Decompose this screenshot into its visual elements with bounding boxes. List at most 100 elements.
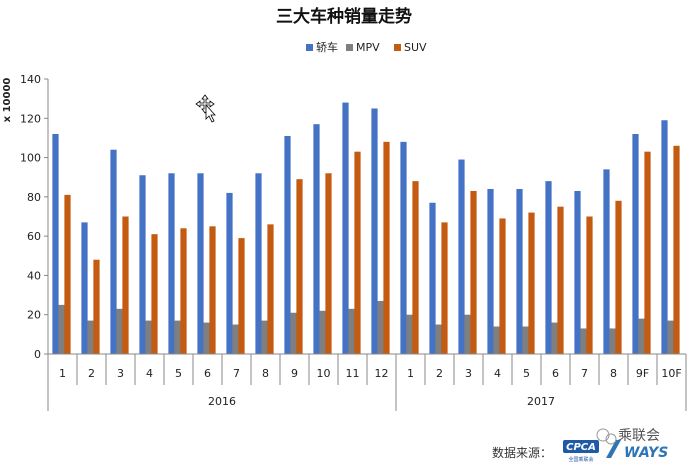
cpca-logo: CPCA 全国乘联会 bbox=[563, 440, 599, 463]
y-tick-label: 140 bbox=[20, 73, 41, 86]
bar bbox=[522, 326, 529, 354]
bar bbox=[551, 322, 558, 354]
bar bbox=[406, 314, 413, 354]
x-group-label: 2017 bbox=[527, 395, 555, 408]
bar bbox=[151, 234, 158, 354]
bar bbox=[168, 173, 175, 354]
chart-title: 三大车种销量走势 bbox=[276, 6, 412, 27]
bar bbox=[110, 149, 117, 354]
x-tick-label: 9F bbox=[636, 367, 649, 380]
bar bbox=[638, 318, 645, 354]
bar bbox=[232, 324, 239, 354]
bar bbox=[313, 124, 320, 354]
source-label: 数据来源： bbox=[492, 445, 552, 460]
x-tick-label: 4 bbox=[146, 367, 153, 380]
y-tick-label: 0 bbox=[34, 348, 41, 361]
bar bbox=[435, 324, 442, 354]
y-tick-label: 80 bbox=[27, 191, 41, 204]
bars bbox=[52, 102, 680, 354]
bar bbox=[499, 218, 506, 354]
legend-label: SUV bbox=[404, 41, 427, 54]
ways-logo-text: WAYS bbox=[624, 445, 668, 461]
x-tick-label: 6 bbox=[552, 367, 559, 380]
bar bbox=[52, 134, 59, 354]
cpca-logo-subtext: 全国乘联会 bbox=[568, 456, 593, 463]
bar bbox=[348, 308, 355, 354]
x-tick-label: 2 bbox=[88, 367, 95, 380]
bar bbox=[81, 222, 88, 354]
bar bbox=[574, 190, 581, 354]
bar bbox=[180, 228, 187, 354]
bar bbox=[122, 216, 129, 354]
x-tick-label: 2 bbox=[436, 367, 443, 380]
x-tick-label: 9 bbox=[291, 367, 298, 380]
move-cursor-icon bbox=[195, 94, 216, 123]
x-group-label: 2016 bbox=[208, 395, 236, 408]
y-tick-label: 120 bbox=[20, 112, 41, 125]
bar bbox=[371, 108, 378, 354]
bar bbox=[209, 226, 216, 354]
bar bbox=[441, 222, 448, 354]
bar bbox=[644, 151, 651, 354]
bar bbox=[615, 200, 622, 354]
bar bbox=[203, 322, 210, 354]
bar bbox=[93, 259, 100, 354]
bar bbox=[493, 326, 500, 354]
bar bbox=[139, 175, 146, 354]
bar bbox=[429, 202, 436, 354]
legend: 轿车 MPV SUV bbox=[306, 40, 427, 54]
x-tick-label: 4 bbox=[494, 367, 501, 380]
bar bbox=[267, 224, 274, 354]
bar bbox=[580, 328, 587, 354]
bar bbox=[116, 308, 123, 354]
legend-label: MPV bbox=[356, 41, 380, 54]
bar bbox=[64, 194, 71, 354]
bar bbox=[296, 179, 303, 354]
bar bbox=[557, 206, 564, 354]
x-tick-label: 3 bbox=[117, 367, 124, 380]
bar bbox=[325, 173, 332, 354]
cpca-logo-text: CPCA bbox=[566, 442, 596, 453]
bar bbox=[545, 181, 552, 354]
x-tick-label: 10 bbox=[317, 367, 331, 380]
bar bbox=[458, 159, 465, 354]
x-tick-label: 5 bbox=[523, 367, 530, 380]
bar bbox=[516, 189, 523, 354]
x-tick-label: 12 bbox=[375, 367, 389, 380]
bar bbox=[603, 169, 610, 354]
watermark-text: 乘联会 bbox=[618, 428, 660, 444]
bar bbox=[528, 212, 535, 354]
bar bbox=[87, 320, 94, 354]
bar bbox=[354, 151, 361, 354]
bar bbox=[145, 320, 152, 354]
x-tick-label: 10F bbox=[661, 367, 681, 380]
bar bbox=[667, 320, 674, 354]
bar bbox=[632, 134, 639, 354]
x-tick-label: 8 bbox=[262, 367, 269, 380]
bar bbox=[470, 190, 477, 354]
x-tick-label: 6 bbox=[204, 367, 211, 380]
bar bbox=[487, 189, 494, 354]
ways-logo: WAYS bbox=[606, 440, 668, 461]
bar bbox=[226, 192, 233, 354]
bar bbox=[377, 300, 384, 354]
legend-label: 轿车 bbox=[316, 40, 338, 54]
x-tick-label: 3 bbox=[465, 367, 472, 380]
x-tick-label: 7 bbox=[233, 367, 240, 380]
bar bbox=[284, 135, 291, 354]
wechat-watermark: 乘联会 bbox=[596, 428, 660, 445]
y-axis-unit-label: x 10000 bbox=[2, 78, 13, 123]
bar bbox=[673, 145, 680, 354]
footer: 数据来源： CPCA 全国乘联会 WAYS 乘联会 bbox=[492, 428, 668, 463]
x-tick-label: 7 bbox=[581, 367, 588, 380]
bar bbox=[661, 120, 668, 354]
legend-swatch bbox=[306, 44, 313, 51]
x-tick-label: 1 bbox=[59, 367, 66, 380]
bar bbox=[586, 216, 593, 354]
bar bbox=[400, 141, 407, 354]
bar bbox=[238, 238, 245, 354]
bar bbox=[197, 173, 204, 354]
bar bbox=[174, 320, 181, 354]
